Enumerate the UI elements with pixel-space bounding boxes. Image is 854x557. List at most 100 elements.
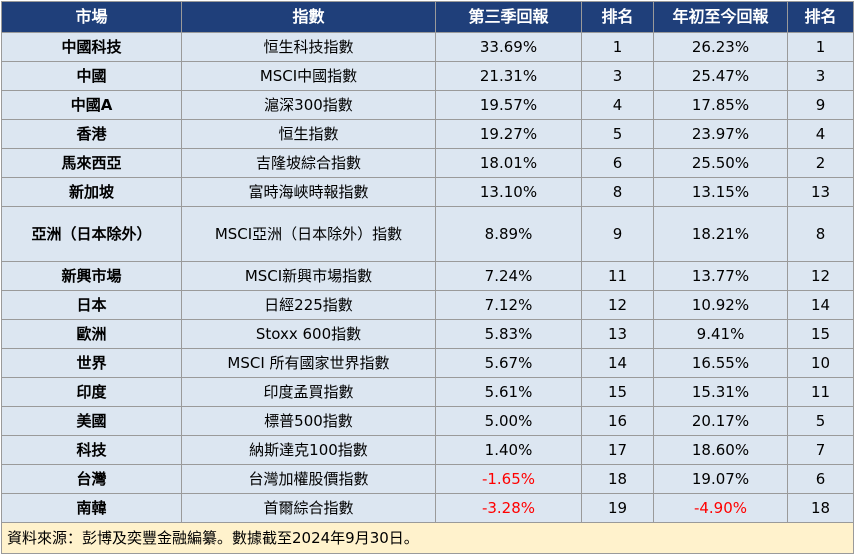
cell-ytd-rank: 4	[787, 119, 854, 149]
cell-index: 恒生指數	[181, 119, 436, 149]
cell-market: 香港	[1, 119, 182, 149]
cell-index: 首爾綜合指數	[181, 493, 436, 523]
cell-ytd-return: 10.92%	[653, 290, 788, 320]
cell-index: MSCI亞洲（日本除外）指數	[181, 206, 436, 262]
cell-index: 標普500指數	[181, 406, 436, 436]
table-row: 馬來西亞 吉隆坡綜合指數 18.01% 6 25.50% 2	[1, 148, 854, 178]
cell-index: MSCI中國指數	[181, 61, 436, 91]
cell-ytd-rank: 3	[787, 61, 854, 91]
cell-market: 美國	[1, 406, 182, 436]
cell-index: 恒生科技指數	[181, 32, 436, 62]
cell-market: 馬來西亞	[1, 148, 182, 178]
table-row: 台灣 台灣加權股價指數 -1.65% 18 19.07% 6	[1, 464, 854, 494]
table-row: 新興市場 MSCI新興市場指數 7.24% 11 13.77% 12	[1, 261, 854, 291]
cell-ytd-rank: 15	[787, 319, 854, 349]
cell-market: 中國	[1, 61, 182, 91]
cell-ytd-return: 16.55%	[653, 348, 788, 378]
cell-index: 日經225指數	[181, 290, 436, 320]
cell-q3-rank: 19	[581, 493, 654, 523]
cell-market: 新加坡	[1, 177, 182, 207]
cell-index: 納斯達克100指數	[181, 435, 436, 465]
cell-q3-return: 5.67%	[435, 348, 582, 378]
cell-ytd-rank: 12	[787, 261, 854, 291]
cell-ytd-return: 25.47%	[653, 61, 788, 91]
table-row: 亞洲（日本除外） MSCI亞洲（日本除外）指數 8.89% 9 18.21% 8	[1, 206, 854, 262]
cell-ytd-rank: 11	[787, 377, 854, 407]
cell-market: 台灣	[1, 464, 182, 494]
cell-ytd-return: 13.77%	[653, 261, 788, 291]
cell-index: 台灣加權股價指數	[181, 464, 436, 494]
cell-ytd-return: 23.97%	[653, 119, 788, 149]
cell-ytd-return: 19.07%	[653, 464, 788, 494]
cell-q3-rank: 17	[581, 435, 654, 465]
header-index: 指數	[181, 1, 436, 33]
cell-q3-rank: 8	[581, 177, 654, 207]
cell-ytd-return: 26.23%	[653, 32, 788, 62]
header-market: 市場	[1, 1, 182, 33]
source-note: 資料來源：彭博及奕豐金融編纂。數據截至2024年9月30日。	[1, 522, 854, 554]
cell-q3-return: 1.40%	[435, 435, 582, 465]
cell-market: 南韓	[1, 493, 182, 523]
table-row: 中國A 滬深300指數 19.57% 4 17.85% 9	[1, 90, 854, 120]
cell-q3-rank: 3	[581, 61, 654, 91]
table-row: 香港 恒生指數 19.27% 5 23.97% 4	[1, 119, 854, 149]
header-row: 市場 指數 第三季回報 排名 年初至今回報 排名	[1, 1, 854, 33]
table-row: 科技 納斯達克100指數 1.40% 17 18.60% 7	[1, 435, 854, 465]
table-row: 中國 MSCI中國指數 21.31% 3 25.47% 3	[1, 61, 854, 91]
cell-market: 新興市場	[1, 261, 182, 291]
cell-ytd-return: 17.85%	[653, 90, 788, 120]
cell-q3-rank: 5	[581, 119, 654, 149]
cell-q3-rank: 13	[581, 319, 654, 349]
cell-ytd-rank: 8	[787, 206, 854, 262]
cell-q3-return: 5.61%	[435, 377, 582, 407]
cell-q3-return: 5.83%	[435, 319, 582, 349]
cell-ytd-rank: 5	[787, 406, 854, 436]
cell-ytd-rank: 6	[787, 464, 854, 494]
table-row: 美國 標普500指數 5.00% 16 20.17% 5	[1, 406, 854, 436]
cell-index: MSCI 所有國家世界指數	[181, 348, 436, 378]
header-ytd-return: 年初至今回報	[653, 1, 788, 33]
cell-ytd-return: -4.90%	[653, 493, 788, 523]
cell-ytd-rank: 14	[787, 290, 854, 320]
table-row: 歐洲 Stoxx 600指數 5.83% 13 9.41% 15	[1, 319, 854, 349]
cell-ytd-rank: 10	[787, 348, 854, 378]
cell-q3-rank: 6	[581, 148, 654, 178]
cell-q3-return: 5.00%	[435, 406, 582, 436]
cell-index: 富時海峽時報指數	[181, 177, 436, 207]
table-row: 印度 印度孟買指數 5.61% 15 15.31% 11	[1, 377, 854, 407]
table-row: 中國科技 恒生科技指數 33.69% 1 26.23% 1	[1, 32, 854, 62]
cell-market: 印度	[1, 377, 182, 407]
cell-q3-return: 8.89%	[435, 206, 582, 262]
cell-ytd-rank: 7	[787, 435, 854, 465]
cell-q3-return: -3.28%	[435, 493, 582, 523]
cell-ytd-rank: 1	[787, 32, 854, 62]
cell-q3-rank: 16	[581, 406, 654, 436]
cell-ytd-return: 9.41%	[653, 319, 788, 349]
table-row: 日本 日經225指數 7.12% 12 10.92% 14	[1, 290, 854, 320]
cell-q3-rank: 9	[581, 206, 654, 262]
cell-q3-return: 19.27%	[435, 119, 582, 149]
cell-q3-return: 18.01%	[435, 148, 582, 178]
table-row: 新加坡 富時海峽時報指數 13.10% 8 13.15% 13	[1, 177, 854, 207]
cell-q3-rank: 11	[581, 261, 654, 291]
cell-q3-rank: 18	[581, 464, 654, 494]
cell-q3-return: 7.12%	[435, 290, 582, 320]
cell-q3-return: 21.31%	[435, 61, 582, 91]
cell-market: 世界	[1, 348, 182, 378]
cell-ytd-return: 15.31%	[653, 377, 788, 407]
header-ytd-rank: 排名	[787, 1, 854, 33]
cell-q3-return: 13.10%	[435, 177, 582, 207]
cell-market: 歐洲	[1, 319, 182, 349]
cell-q3-rank: 15	[581, 377, 654, 407]
cell-index: 吉隆坡綜合指數	[181, 148, 436, 178]
cell-market: 科技	[1, 435, 182, 465]
cell-index: MSCI新興市場指數	[181, 261, 436, 291]
cell-ytd-return: 13.15%	[653, 177, 788, 207]
cell-index: 印度孟買指數	[181, 377, 436, 407]
header-q3-rank: 排名	[581, 1, 654, 33]
cell-ytd-rank: 9	[787, 90, 854, 120]
table-row: 世界 MSCI 所有國家世界指數 5.67% 14 16.55% 10	[1, 348, 854, 378]
cell-ytd-return: 18.60%	[653, 435, 788, 465]
cell-q3-return: 33.69%	[435, 32, 582, 62]
